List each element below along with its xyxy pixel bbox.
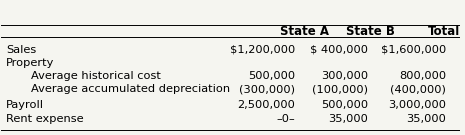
Text: Payroll: Payroll <box>6 99 44 109</box>
Text: $ 400,000: $ 400,000 <box>310 45 368 55</box>
Text: $1,200,000: $1,200,000 <box>230 45 295 55</box>
Text: –0–: –0– <box>276 114 295 124</box>
Text: 3,000,000: 3,000,000 <box>388 99 446 109</box>
Text: (400,000): (400,000) <box>391 84 446 94</box>
Text: Sales: Sales <box>6 45 36 55</box>
Text: Total: Total <box>428 25 460 38</box>
Text: (300,000): (300,000) <box>239 84 295 94</box>
Text: 500,000: 500,000 <box>321 99 368 109</box>
Text: 35,000: 35,000 <box>406 114 446 124</box>
Text: 2,500,000: 2,500,000 <box>237 99 295 109</box>
Text: Property: Property <box>6 58 54 68</box>
Text: $1,600,000: $1,600,000 <box>381 45 446 55</box>
Text: Rent expense: Rent expense <box>6 114 84 124</box>
Text: Average historical cost: Average historical cost <box>31 71 161 81</box>
Text: 500,000: 500,000 <box>248 71 295 81</box>
Text: State B: State B <box>346 25 395 38</box>
Text: State A: State A <box>279 25 329 38</box>
Text: 300,000: 300,000 <box>321 71 368 81</box>
Text: 35,000: 35,000 <box>328 114 368 124</box>
Text: (100,000): (100,000) <box>312 84 368 94</box>
Text: 800,000: 800,000 <box>399 71 446 81</box>
Text: Average accumulated depreciation: Average accumulated depreciation <box>31 84 230 94</box>
